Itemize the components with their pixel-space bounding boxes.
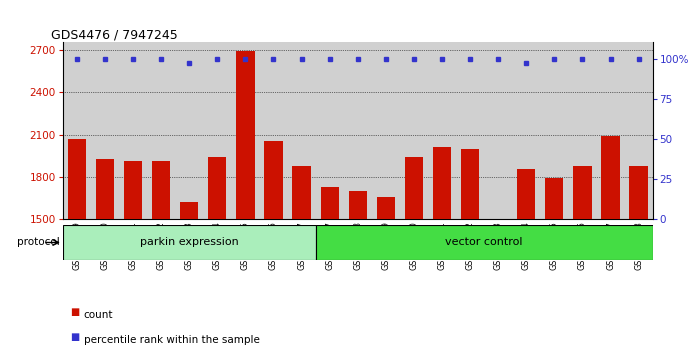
Bar xyxy=(400,42,428,219)
Bar xyxy=(489,219,507,354)
Bar xyxy=(573,166,591,354)
Bar xyxy=(512,42,540,219)
Text: GDS4476 / 7947245: GDS4476 / 7947245 xyxy=(51,28,178,41)
Text: percentile rank within the sample: percentile rank within the sample xyxy=(84,335,260,345)
Bar xyxy=(124,161,142,354)
Bar xyxy=(625,42,653,219)
Bar xyxy=(236,51,255,354)
Bar xyxy=(517,169,535,354)
Text: count: count xyxy=(84,310,113,320)
Bar xyxy=(265,141,283,354)
Bar xyxy=(602,136,620,354)
Bar xyxy=(63,225,315,260)
Bar xyxy=(260,42,288,219)
Bar xyxy=(545,178,563,354)
Bar xyxy=(372,42,400,219)
Bar xyxy=(175,42,203,219)
Bar xyxy=(208,157,226,354)
Bar xyxy=(119,42,147,219)
Bar xyxy=(433,147,451,354)
Bar xyxy=(428,42,456,219)
Text: ■: ■ xyxy=(70,307,79,317)
Bar xyxy=(597,42,625,219)
Bar xyxy=(484,42,512,219)
Bar xyxy=(203,42,231,219)
Bar xyxy=(288,42,315,219)
Bar xyxy=(320,187,339,354)
Bar xyxy=(292,166,311,354)
Text: protocol: protocol xyxy=(17,238,59,247)
Bar xyxy=(96,159,114,354)
Bar xyxy=(68,139,86,354)
Bar xyxy=(91,42,119,219)
Bar xyxy=(456,42,484,219)
Bar xyxy=(348,191,367,354)
Bar xyxy=(343,42,372,219)
Bar xyxy=(147,42,175,219)
Text: parkin expression: parkin expression xyxy=(140,238,239,247)
Bar xyxy=(377,197,395,354)
Bar xyxy=(180,202,198,354)
Bar xyxy=(630,166,648,354)
Bar xyxy=(231,42,260,219)
Bar xyxy=(461,149,480,354)
Bar xyxy=(568,42,597,219)
Bar xyxy=(315,42,343,219)
Text: ■: ■ xyxy=(70,332,79,342)
Bar xyxy=(63,42,91,219)
Bar xyxy=(540,42,568,219)
Text: vector control: vector control xyxy=(445,238,523,247)
Bar xyxy=(315,225,653,260)
Bar xyxy=(405,157,423,354)
Bar xyxy=(152,161,170,354)
